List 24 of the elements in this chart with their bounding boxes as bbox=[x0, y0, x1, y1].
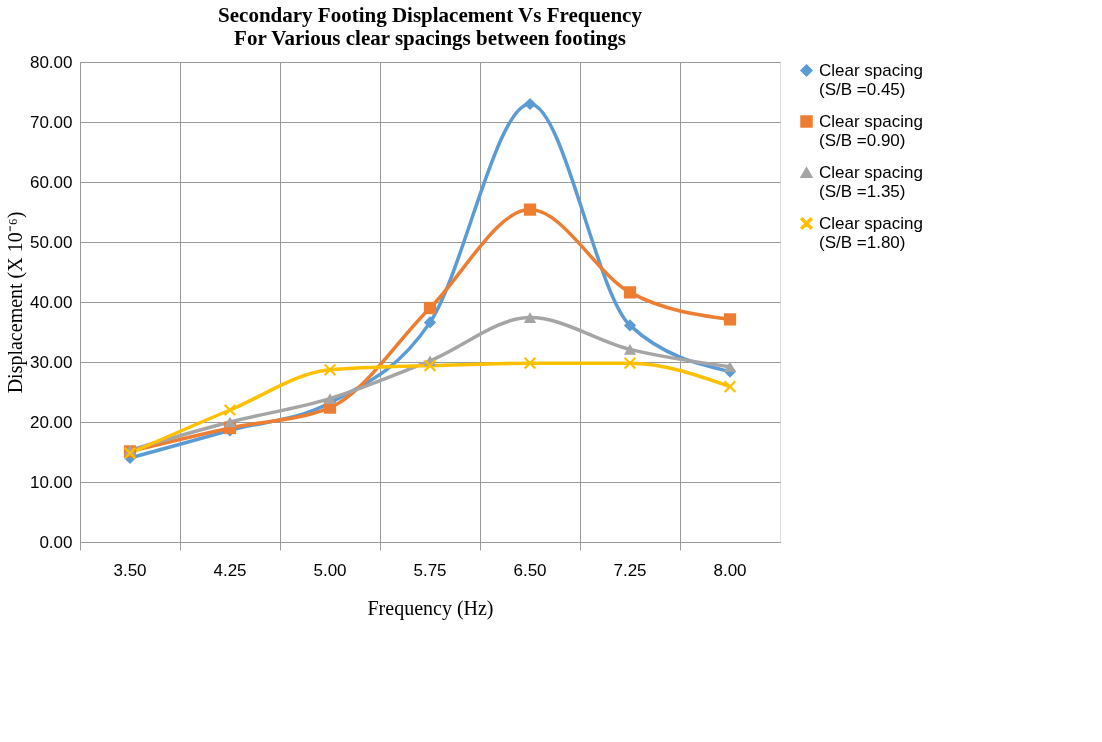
x-axis-title: Frequency (Hz) bbox=[367, 596, 494, 620]
x-tick-label: 6.50 bbox=[513, 560, 547, 580]
x-tick-label: 8.00 bbox=[713, 560, 747, 580]
text: For Various clear spacings between footings bbox=[234, 26, 626, 50]
legend-label: Clear spacing (S/B =1.35) bbox=[819, 162, 923, 201]
y-tick-label: 70.00 bbox=[29, 112, 73, 132]
y-tick-label: 60.00 bbox=[29, 172, 73, 192]
x-tick-label: 4.25 bbox=[213, 560, 247, 580]
y-tick-label: 20.00 bbox=[29, 412, 73, 432]
y-tick-label: 30.00 bbox=[29, 352, 73, 372]
y-tick-label: 80.00 bbox=[29, 52, 73, 72]
x-tick-label: 3.50 bbox=[113, 560, 147, 580]
legend-label: Clear spacing (S/B =0.90) bbox=[819, 111, 923, 150]
x-tick-label: 7.25 bbox=[613, 560, 647, 580]
x-tick-label: 5.00 bbox=[313, 560, 347, 580]
text: Secondary Footing Displacement Vs Frequency bbox=[218, 3, 642, 27]
legend-label: Clear spacing (S/B =0.45) bbox=[819, 60, 923, 99]
y-axis-title: Displacement (X 10⁻⁶) bbox=[3, 211, 27, 394]
y-tick-label: 40.00 bbox=[29, 292, 73, 312]
x-tick-label: 5.75 bbox=[413, 560, 447, 580]
y-tick-label: 0.00 bbox=[39, 532, 73, 552]
y-tick-label: 10.00 bbox=[29, 472, 73, 492]
y-tick-label: 50.00 bbox=[29, 232, 73, 252]
legend-label: Clear spacing (S/B =1.80) bbox=[819, 213, 923, 252]
